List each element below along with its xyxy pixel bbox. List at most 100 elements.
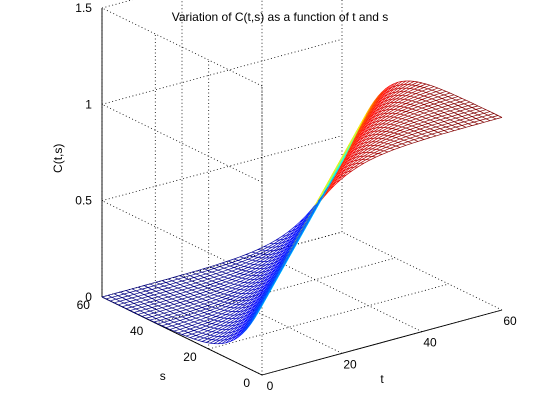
surface-mesh-line <box>273 269 279 274</box>
surface-mesh-line <box>377 127 385 132</box>
surface-mesh-line <box>431 114 439 117</box>
surface-mesh-line <box>413 128 421 132</box>
surface-mesh-line <box>189 317 197 321</box>
surface-mesh-line <box>149 301 155 305</box>
surface-mesh-line <box>473 120 481 123</box>
surface-mesh-line <box>227 334 235 340</box>
surface-mesh-line <box>441 98 447 101</box>
surface-mesh-line <box>453 103 459 106</box>
surface-mesh-line <box>117 304 123 308</box>
surface-mesh-line <box>403 137 411 141</box>
surface-mesh-line <box>213 274 221 278</box>
surface-mesh-line <box>193 293 201 296</box>
surface-mesh-line <box>185 273 191 277</box>
surface-mesh-line <box>305 215 311 220</box>
surface-mesh-line <box>205 300 211 303</box>
surface-mesh-line <box>265 266 273 272</box>
surface-mesh-line <box>441 123 449 126</box>
surface-mesh-line <box>161 296 169 300</box>
surface-mesh-line <box>113 300 121 304</box>
surface-mesh-line <box>141 287 149 290</box>
surface-mesh-line <box>373 117 379 120</box>
surface-mesh-line <box>277 269 283 276</box>
surface-mesh-line <box>301 226 307 233</box>
surface-mesh-line <box>399 144 407 148</box>
surface-mesh-line <box>375 110 383 117</box>
surface-mesh-line <box>209 339 217 344</box>
surface-mesh-line <box>191 305 199 309</box>
surface-mesh-line <box>233 321 239 323</box>
surface-mesh-line <box>157 296 163 300</box>
surface-mesh-line <box>161 280 167 283</box>
surface-mesh-line <box>269 281 275 288</box>
surface-mesh-line <box>279 246 287 253</box>
surface-mesh-line <box>353 144 361 151</box>
surface-mesh-line <box>359 142 365 145</box>
surface-mesh-line <box>247 318 253 324</box>
surface-mesh-line <box>231 307 239 312</box>
surface-mesh-line <box>243 282 249 284</box>
surface-mesh-line <box>215 305 223 309</box>
surface-mesh-line <box>459 108 467 112</box>
surface-mesh-line <box>373 114 381 120</box>
surface-mesh-line <box>345 156 351 161</box>
surface-mesh-line <box>433 101 441 105</box>
surface-mesh-line <box>391 85 397 88</box>
surface-mesh-line <box>395 102 403 107</box>
surface-mesh-line <box>229 288 237 292</box>
surface-mesh-line <box>201 324 207 327</box>
surface-mesh-line <box>239 286 247 290</box>
surface-mesh-line <box>299 229 305 236</box>
surface-mesh-line <box>427 105 433 108</box>
surface-mesh-line <box>245 299 251 301</box>
surface-mesh-line <box>461 125 467 128</box>
surface-mesh-line <box>455 117 461 121</box>
surface-mesh-line <box>179 302 185 305</box>
surface-mesh-line <box>157 321 165 325</box>
surface-mesh-line <box>239 270 247 274</box>
surface-mesh-line <box>265 279 271 283</box>
surface-mesh-line <box>135 299 141 303</box>
surface-mesh-line <box>275 261 281 265</box>
surface-mesh-line <box>233 292 239 294</box>
surface-mesh-line <box>393 121 401 126</box>
surface-mesh-line <box>261 273 269 279</box>
surface-mesh-line <box>231 287 237 290</box>
surface-mesh-line <box>175 280 183 284</box>
surface-mesh-line <box>145 290 151 294</box>
surface-mesh-line <box>435 117 441 121</box>
surface-mesh-line <box>247 286 255 291</box>
surface-mesh-line <box>305 217 311 223</box>
surface-mesh-line <box>139 310 145 314</box>
surface-mesh-line <box>253 296 259 300</box>
surface-mesh-line <box>375 138 383 143</box>
surface-mesh-line <box>235 319 243 326</box>
surface-mesh-line <box>197 278 203 282</box>
surface-mesh-line <box>363 141 369 144</box>
surface-mesh-line <box>203 275 211 278</box>
surface-mesh-line <box>231 262 237 265</box>
surface-mesh-line <box>365 116 371 121</box>
surface-mesh-line <box>413 94 421 98</box>
z-tick-label: 1.5 <box>75 1 92 15</box>
surface-mesh-line <box>201 271 207 275</box>
surface-mesh-line <box>407 141 413 144</box>
surface-mesh-line <box>381 88 387 93</box>
surface-mesh-line <box>177 303 185 307</box>
surface-mesh-line <box>233 328 241 335</box>
surface-mesh-line <box>285 235 293 242</box>
surface-mesh-line <box>435 108 441 112</box>
surface-mesh-line <box>203 310 211 313</box>
surface-mesh-line <box>137 303 145 306</box>
surface-mesh-line <box>225 318 233 323</box>
surface-mesh-line <box>149 318 157 321</box>
surface-mesh-line <box>101 296 107 300</box>
surface-mesh-line <box>133 301 141 304</box>
surface-mesh-line <box>383 96 391 102</box>
surface-mesh-line <box>197 339 203 342</box>
surface-mesh-line <box>109 298 117 302</box>
surface-mesh-line <box>395 81 403 87</box>
surface-mesh-line <box>231 335 237 339</box>
surface-mesh-line <box>231 332 239 339</box>
